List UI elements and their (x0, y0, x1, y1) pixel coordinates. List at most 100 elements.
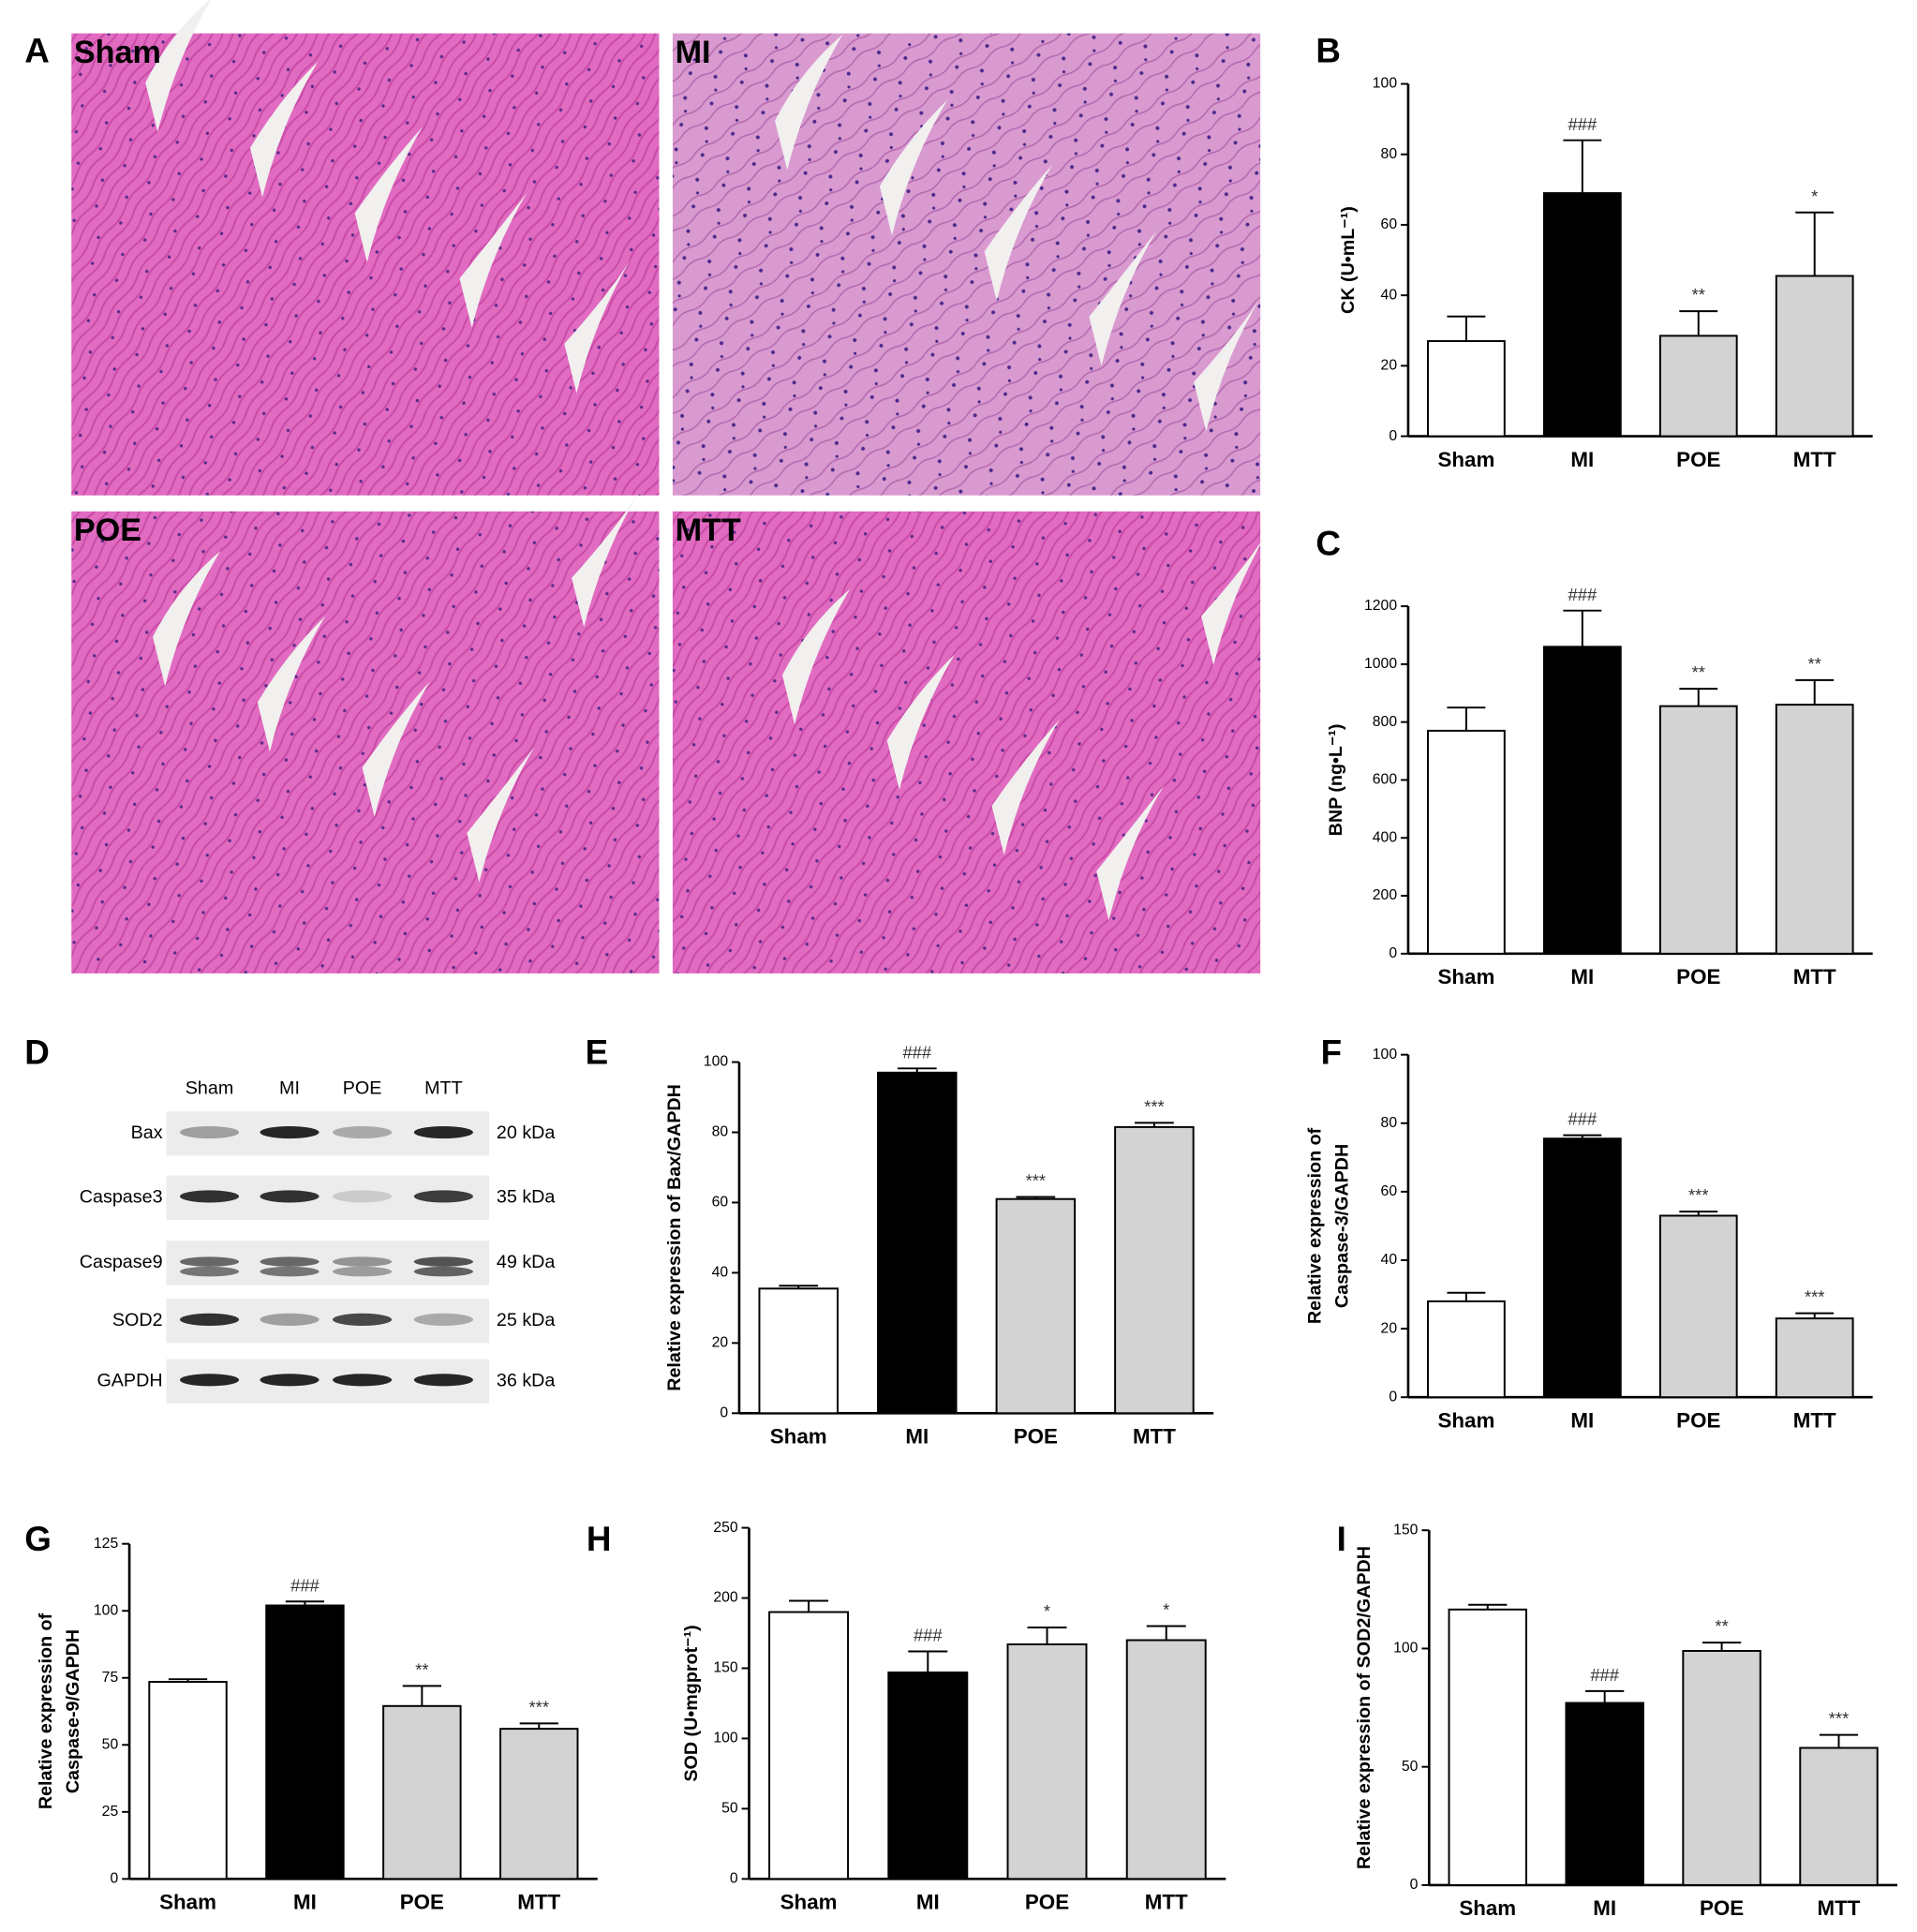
y-tick-label: 0 (110, 1871, 118, 1887)
tissue-gap (354, 126, 424, 263)
panel-label: D (24, 1033, 50, 1071)
x-tick-label: MI (1570, 448, 1594, 471)
lane-label: MTT (424, 1078, 463, 1099)
bar (1427, 729, 1506, 955)
bar (1427, 1300, 1506, 1399)
y-axis-label: Caspase-3/GAPDH (1331, 1144, 1352, 1308)
blot-band (333, 1125, 393, 1139)
y-axis-label: BNP (ng•L⁻¹) (1326, 723, 1346, 836)
bar (1448, 1608, 1527, 1886)
blot-band (260, 1313, 320, 1326)
y-tick-label: 40 (712, 1265, 729, 1281)
bar (499, 1728, 579, 1880)
tissue-gap (775, 34, 843, 171)
y-tick-label: 20 (1381, 1320, 1398, 1336)
y-tick-label: 100 (713, 1731, 738, 1746)
y-axis-label: CK (U•mL⁻¹) (1338, 206, 1359, 314)
tissue-gap (249, 61, 319, 198)
tissue-gap (879, 99, 948, 236)
bar (1125, 1639, 1207, 1880)
y-tick-label: 60 (712, 1195, 729, 1211)
significance-label: ** (1715, 1616, 1728, 1636)
y-axis-label: Relative expression of SOD2/GAPDH (1354, 1546, 1375, 1869)
image-label: MTT (676, 513, 741, 548)
panel-label: A (24, 31, 50, 69)
significance-label: ** (1808, 654, 1821, 674)
y-tick-label: 200 (1373, 887, 1398, 903)
bar (148, 1681, 228, 1880)
bar (1565, 1702, 1644, 1886)
y-tick-label: 0 (1389, 1389, 1397, 1404)
y-axis-label: Caspase-9/GAPDH (63, 1629, 83, 1793)
y-axis-label: Relative expression of (36, 1612, 56, 1809)
y-tick-label: 150 (1393, 1522, 1419, 1538)
y-tick-label: 50 (721, 1801, 738, 1817)
significance-label: ### (290, 1575, 320, 1595)
y-tick-label: 0 (720, 1404, 728, 1420)
blot-band (260, 1266, 320, 1277)
protein-label: Caspase9 (80, 1252, 163, 1272)
y-tick-label: 250 (713, 1520, 738, 1536)
significance-label: ### (1568, 1109, 1597, 1129)
significance-label: *** (529, 1697, 549, 1717)
significance-label: ### (914, 1626, 943, 1645)
blot-band (260, 1190, 320, 1203)
y-tick-label: 100 (1373, 76, 1398, 92)
y-tick-label: 100 (704, 1054, 729, 1070)
significance-label: ### (1568, 114, 1597, 134)
western-blot-panel: D Sham MI POE MTT Bax 20 kDa Caspase3 35 kDa Casp… (24, 1033, 556, 1404)
blot-band (260, 1256, 320, 1267)
tissue-gap (362, 681, 430, 817)
y-tick-label: 75 (102, 1670, 119, 1686)
protein-size: 25 kDa (497, 1310, 556, 1330)
tissue-gap (467, 746, 535, 883)
lane-label: POE (343, 1078, 382, 1099)
y-tick-label: 1200 (1364, 598, 1397, 614)
significance-label: * (1163, 1600, 1169, 1620)
panel-label: I (1337, 1520, 1346, 1558)
x-tick-label: Sham (1437, 965, 1494, 988)
blot-band (333, 1256, 393, 1267)
tissue-gap (564, 257, 632, 394)
bar (1542, 192, 1622, 438)
blot-band (413, 1374, 473, 1387)
y-tick-label: 25 (102, 1804, 119, 1820)
x-tick-label: POE (1676, 448, 1720, 471)
tissue-gap (459, 192, 528, 328)
x-tick-label: MI (916, 1891, 940, 1914)
tissue-gap (1201, 529, 1270, 666)
image-label: Sham (74, 35, 161, 70)
x-tick-label: MTT (1793, 1408, 1836, 1432)
x-tick-label: Sham (159, 1891, 216, 1914)
tissue-gap (153, 550, 221, 687)
y-axis-label: Relative expression of Bax/GAPDH (664, 1084, 685, 1391)
image-label: MI (676, 35, 711, 70)
blot-band (179, 1313, 240, 1326)
bar (265, 1604, 345, 1880)
x-tick-label: POE (400, 1891, 444, 1914)
protein-label: GAPDH (97, 1370, 162, 1390)
bar (1658, 1214, 1738, 1399)
y-tick-label: 50 (102, 1736, 119, 1752)
significance-label: ### (902, 1042, 931, 1062)
image-label: POE (74, 513, 141, 548)
blot-band (333, 1266, 393, 1277)
bar (995, 1197, 1077, 1415)
tissue-gap (1096, 784, 1165, 921)
blot-band (333, 1313, 393, 1326)
bar (887, 1672, 969, 1880)
blot-band (413, 1125, 473, 1139)
protein-size: 49 kDa (497, 1252, 556, 1272)
tissue-gap (572, 491, 640, 628)
panel-label: H (587, 1520, 612, 1558)
tissue-gap (991, 720, 1060, 855)
y-axis-label: SOD (U•mgprot⁻¹) (681, 1625, 702, 1781)
y-tick-label: 0 (730, 1871, 738, 1887)
bar (1542, 1137, 1622, 1399)
significance-label: ### (1590, 1665, 1619, 1685)
panel-label: F (1321, 1033, 1342, 1071)
blot-band (333, 1374, 393, 1387)
blot-band (260, 1125, 320, 1139)
protein-label: Caspase3 (80, 1186, 163, 1207)
